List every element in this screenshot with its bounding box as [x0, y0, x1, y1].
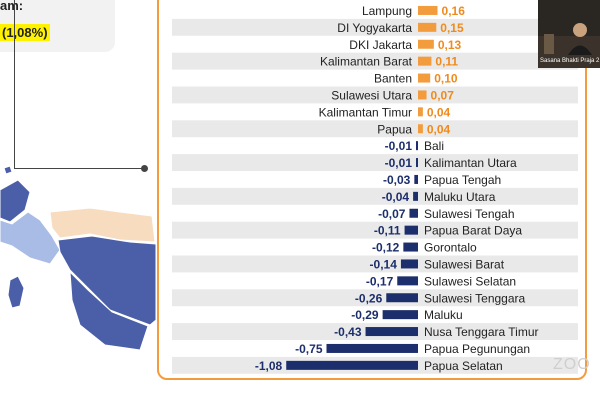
data-label: -1,08	[255, 359, 283, 373]
row-background	[172, 154, 578, 171]
data-label: 0,15	[440, 21, 464, 35]
category-label: Papua	[377, 122, 412, 136]
zoom-watermark: ZOO	[553, 356, 591, 373]
data-label: -0,12	[372, 241, 400, 255]
category-label: Papua Tengah	[424, 173, 501, 187]
connector-line	[14, 0, 15, 168]
data-label: -0,04	[382, 190, 410, 204]
bar-sulawesi-selatan	[397, 276, 418, 286]
data-label: -0,01	[385, 156, 413, 170]
bar-kalimantan-timur	[418, 107, 423, 117]
bar-papua-selatan	[286, 360, 418, 370]
data-label: 0,04	[427, 122, 451, 136]
category-label: Kalimantan Barat	[320, 55, 413, 69]
map-region-south	[69, 270, 149, 351]
data-label: 0,11	[435, 55, 458, 69]
left-panel: am: (1,08%)	[0, 0, 170, 400]
bar-banten	[418, 73, 431, 83]
bar-dki-jakarta	[418, 39, 434, 49]
data-label: -0,75	[295, 342, 323, 356]
bar-maluku	[382, 310, 418, 320]
data-label: -0,14	[370, 257, 398, 271]
category-label: DI Yogyakarta	[337, 21, 412, 35]
connector-line-horizontal	[14, 168, 144, 169]
video-thumbnail[interactable]: Sasana Bhakti Praja 2	[538, 0, 600, 68]
category-label: Sulawesi Utara	[331, 88, 412, 102]
bar-lampung	[418, 5, 438, 15]
bar-sulawesi-tenggara	[386, 293, 418, 303]
bar-nusa-tenggara-timur	[365, 327, 418, 337]
category-label: Maluku Utara	[424, 190, 496, 204]
category-label: Papua Barat Daya	[424, 224, 522, 238]
category-label: Nusa Tenggara Timur	[424, 325, 539, 339]
presenter-icon	[538, 0, 600, 68]
bar-kalimantan-utara	[416, 158, 418, 168]
bar-bali	[416, 141, 418, 151]
bar-di-yogyakarta	[418, 22, 437, 32]
video-caption: Sasana Bhakti Praja 2	[540, 58, 600, 64]
category-label: Sulawesi Selatan	[424, 274, 516, 288]
data-label: 0,04	[427, 105, 451, 119]
bar-maluku-utara	[413, 191, 418, 201]
info-highlight-value: (1,08%)	[0, 24, 50, 41]
bar-sulawesi-barat	[400, 259, 418, 269]
data-label: -0,43	[334, 325, 362, 339]
map-region-island	[7, 275, 25, 309]
row-background	[172, 52, 578, 70]
row-background	[172, 255, 578, 273]
category-label: Sulawesi Tengah	[424, 207, 515, 221]
row-background	[172, 289, 578, 307]
papua-map	[0, 165, 157, 351]
row-background	[172, 187, 578, 205]
row-background	[172, 18, 578, 36]
data-label: -0,07	[378, 207, 406, 221]
row-background	[172, 221, 578, 239]
data-label: -0,01	[385, 139, 413, 153]
map-region-north-west	[0, 179, 31, 223]
info-line-1: am:	[0, 0, 24, 13]
data-label: 0,16	[442, 4, 466, 18]
bar-papua-barat-daya	[404, 225, 418, 235]
category-label: Gorontalo	[424, 241, 477, 255]
row-background	[172, 86, 578, 104]
bar-sulawesi-utara	[418, 90, 427, 100]
data-label: 0,13	[438, 38, 462, 52]
bar-sulawesi-tengah	[409, 208, 418, 218]
category-label: Kalimantan Utara	[424, 156, 517, 170]
data-label: -0,17	[366, 274, 394, 288]
connector-dot	[141, 165, 148, 172]
map-region-peach	[49, 207, 156, 243]
category-label: Lampung	[362, 4, 412, 18]
bar-papua-pegunungan	[326, 343, 418, 353]
map-region-small-island	[3, 165, 13, 175]
category-label: Papua Pegunungan	[424, 342, 530, 356]
data-label: -0,03	[383, 173, 411, 187]
data-label: -0,11	[374, 224, 401, 238]
province-bar-chart: Lampung 0,16 DI Yogyakarta 0,15 DKI Jakarta 0…	[172, 4, 578, 374]
bar-papua-tengah	[414, 174, 418, 184]
bar-kalimantan-barat	[418, 56, 432, 66]
data-label: 0,10	[434, 72, 458, 86]
category-label: Kalimantan Timur	[319, 105, 412, 119]
category-label: Maluku	[424, 308, 463, 322]
map-region-central	[57, 235, 157, 326]
category-label: DKI Jakarta	[349, 38, 412, 52]
category-label: Papua Selatan	[424, 359, 503, 373]
category-label: Bali	[424, 139, 444, 153]
category-label: Sulawesi Barat	[424, 257, 505, 271]
bar-papua	[418, 124, 423, 134]
category-label: Banten	[374, 72, 412, 86]
data-label: -0,26	[355, 291, 383, 305]
row-background	[172, 120, 578, 138]
data-label: 0,07	[431, 88, 455, 102]
data-label: -0,29	[351, 308, 379, 322]
category-label: Sulawesi Tenggara	[424, 291, 526, 305]
bar-gorontalo	[403, 242, 418, 252]
